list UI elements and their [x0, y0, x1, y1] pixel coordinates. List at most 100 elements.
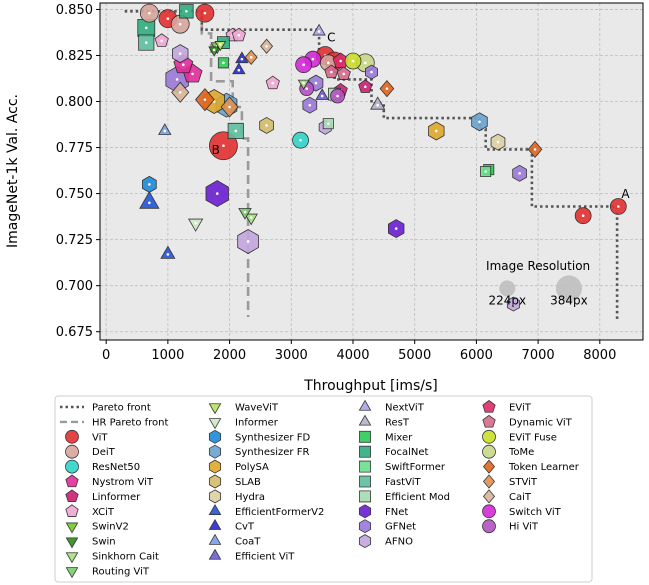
legend-handle-deit [65, 444, 79, 459]
point-rest [370, 96, 386, 110]
legend-label-dynamic-vit: Dynamic ViT [509, 417, 573, 428]
y-tick-label: 0.800 [56, 95, 93, 110]
point-gfnet [302, 96, 318, 114]
x-tick-label: 3000 [275, 348, 308, 363]
x-tick-label: 7000 [522, 348, 555, 363]
legend-label-evit-fuse: EViT Fuse [509, 432, 557, 443]
x-tick-label: 2000 [213, 348, 246, 363]
legend-handle-nystrom-vit [65, 474, 79, 488]
legend-label-stvit: STViT [509, 477, 538, 488]
legend-label-xcit: XCiT [92, 507, 115, 518]
legend-label-afno: AFNO [385, 537, 413, 548]
x-tick-label: 8000 [583, 348, 616, 363]
legend-label-token-learner: Token Learner [508, 462, 580, 473]
point-polysa [428, 121, 445, 141]
point-slab [259, 116, 274, 134]
legend-label-swiftformer: SwiftFormer [385, 462, 446, 473]
legend-label-cait: CaiT [509, 492, 532, 503]
point-switch-vit [295, 56, 313, 74]
point-efficientformerv2 [139, 191, 160, 209]
legend-label-hydra: Hydra [235, 492, 265, 503]
legend-handle-sinkhorn-cait [65, 552, 79, 564]
point-stvit [220, 96, 239, 118]
data-points [137, 3, 627, 312]
x-tick-label: 4000 [336, 348, 369, 363]
point-sinkhorn-cait [297, 79, 310, 90]
legend-handle-tome [482, 444, 496, 459]
legend-label-informer: Informer [235, 417, 279, 428]
y-tick-label: 0.725 [56, 233, 93, 248]
point-synthesizer-fd [142, 175, 157, 193]
point-wavevit [214, 41, 227, 52]
point-cait [260, 38, 274, 54]
legend-handle-gfnet [358, 519, 372, 534]
legend-handle-evit [482, 400, 496, 413]
legend-label-resnet50: ResNet50 [92, 462, 140, 473]
legend-label-hi-vit: Hi ViT [509, 522, 539, 533]
legend-label-sinkhorn-cait: Sinkhorn Cait [92, 552, 159, 563]
point-token-learner [379, 80, 395, 98]
legend-handle-routing-vit [65, 567, 79, 579]
legend-handle-afno [358, 534, 372, 549]
legend-label-synthesizer-fr: Synthesizer FR [235, 447, 309, 458]
point-token-learner [527, 140, 543, 159]
legend-handle-wavevit [208, 403, 222, 415]
legend-handle-efficient-vit [208, 548, 222, 560]
legend-handle-cvt [208, 518, 222, 530]
legend-handle-efficientformerv2 [208, 504, 222, 515]
resolution-key-label: 224px [488, 293, 526, 307]
legend-handle-hydra [208, 489, 222, 504]
legend-label-vit: ViT [92, 432, 108, 443]
legend-label-swin: Swin [92, 537, 116, 548]
legend-label-linformer: Linformer [92, 492, 141, 503]
legend-handle-token-learner [482, 459, 496, 474]
legend: Pareto front HR Pareto front ViT DeiT ResNet… [54, 395, 593, 583]
annotation-c: C [327, 31, 335, 45]
legend-label-efficient-mod: Efficient Mod [385, 492, 450, 503]
legend-label-gfnet: GFNet [385, 522, 416, 533]
legend-label-nextvit: NextViT [385, 403, 425, 414]
legend-handle-hi-vit [482, 519, 496, 534]
legend-label-hr-pareto-front: HR Pareto front [92, 417, 168, 428]
y-tick-label: 0.700 [56, 279, 93, 294]
point-vit [195, 3, 215, 23]
point-evit-fuse [344, 52, 362, 70]
y-tick-label: 0.775 [56, 141, 93, 156]
point-afno [506, 296, 520, 312]
point-gfnet [512, 164, 527, 182]
legend-handle-polysa [208, 459, 222, 474]
legend-handle-dynamic-vit [482, 414, 496, 428]
legend-label-coat: CoaT [235, 537, 261, 548]
legend-label-focalnet: FocalNet [385, 447, 429, 458]
legend-handle-informer [208, 418, 222, 430]
point-dynamic-vit [324, 64, 339, 79]
point-sinkhorn-cait [244, 213, 258, 226]
x-tick-label: 6000 [460, 348, 493, 363]
point-vit [609, 198, 627, 215]
point-focalnet [137, 18, 156, 37]
point-mixer [217, 57, 229, 69]
legend-handle-xcit [65, 504, 79, 517]
plot-frame [99, 2, 644, 341]
hr-pareto-front-line [200, 11, 250, 317]
legend-label-fnet: FNet [385, 507, 408, 518]
legend-label-mixer: Mixer [385, 432, 413, 443]
point-swiftformer [480, 166, 492, 177]
point-routing-vit [238, 208, 252, 220]
resolution-key-label: 384px [550, 293, 588, 307]
resolution-key: Image Resolution 224px 384px [486, 259, 590, 307]
point-focalnet [179, 4, 194, 19]
legend-handle-swinv2 [65, 522, 79, 534]
resolution-key-marker [499, 280, 516, 297]
legend-handle-mixer [359, 430, 371, 443]
legend-handle-nextvit [358, 399, 372, 411]
legend-handle-switch-vit [482, 504, 496, 519]
point-linformer [358, 79, 373, 93]
annotation-b: B [212, 143, 220, 157]
point-synthesizer-fr [471, 112, 488, 132]
legend-handle-swiftformer [359, 460, 371, 473]
point-hydra [490, 133, 506, 151]
point-swin [208, 46, 221, 57]
point-resnet50 [292, 131, 309, 149]
y-axis-title: ImageNet-1k Val. Acc. [5, 94, 21, 248]
